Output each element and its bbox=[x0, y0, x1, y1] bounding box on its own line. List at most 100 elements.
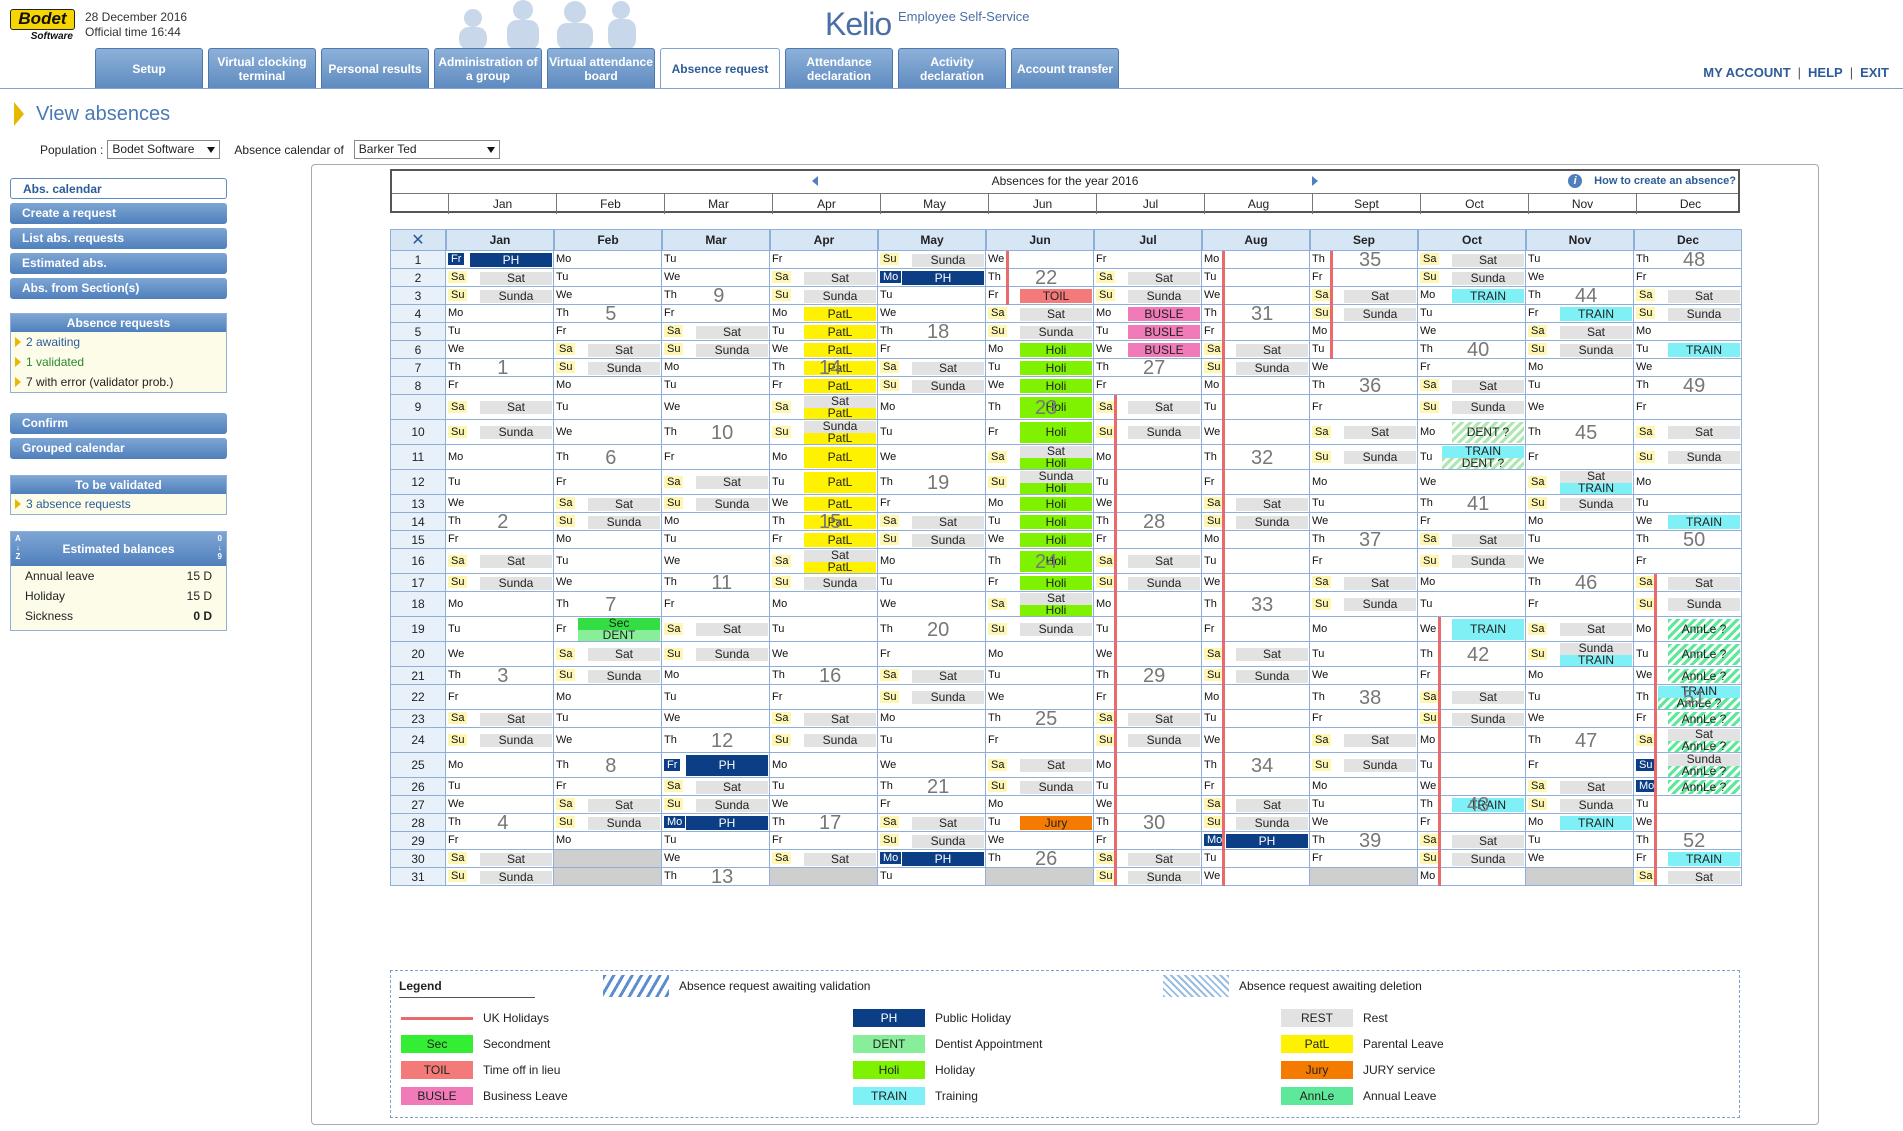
calendar-day-cell[interactable]: Su Sunda bbox=[986, 617, 1094, 642]
calendar-day-cell[interactable]: Mo bbox=[1202, 377, 1310, 395]
calendar-day-cell[interactable]: Mo bbox=[1526, 667, 1634, 685]
calendar-day-cell[interactable]: Sa Sat bbox=[1310, 287, 1418, 305]
absence-block[interactable]: AnnLe ? bbox=[1668, 765, 1740, 777]
calendar-day-cell[interactable]: Fr bbox=[1418, 359, 1526, 377]
calendar-day-cell[interactable]: Sa Sat bbox=[1202, 495, 1310, 513]
calendar-day-cell[interactable]: Su Sunda bbox=[770, 728, 878, 753]
calendar-day-cell[interactable]: Fr bbox=[1634, 269, 1742, 287]
calendar-day-cell[interactable]: Fr bbox=[878, 642, 986, 667]
calendar-day-cell[interactable]: Sa Sat bbox=[1418, 251, 1526, 269]
calendar-day-cell[interactable]: Fr bbox=[1094, 531, 1202, 549]
calendar-day-cell[interactable]: Mo PH bbox=[662, 814, 770, 832]
calendar-day-cell[interactable]: Su Sunda bbox=[1202, 513, 1310, 531]
calendar-day-cell[interactable]: Sa Sat bbox=[986, 753, 1094, 778]
calendar-day-cell[interactable]: Fr Sec DENT bbox=[554, 617, 662, 642]
calendar-day-cell[interactable]: Sa Sat bbox=[554, 642, 662, 667]
calendar-day-cell[interactable]: Mo bbox=[986, 642, 1094, 667]
calendar-day-cell[interactable]: We bbox=[1310, 359, 1418, 377]
calendar-day-cell[interactable]: Su Sunda bbox=[1526, 796, 1634, 814]
how-to-help[interactable]: i How to create an absence? bbox=[1568, 174, 1736, 188]
calendar-day-cell[interactable]: Mo bbox=[446, 305, 554, 323]
calendar-day-cell[interactable]: Tu bbox=[1526, 377, 1634, 395]
tab-virtual-clocking-terminal[interactable]: Virtual clocking terminal bbox=[208, 48, 316, 88]
calendar-day-cell[interactable]: Su Sunda bbox=[446, 728, 554, 753]
calendar-day-cell[interactable]: Su Sunda bbox=[1094, 287, 1202, 305]
calendar-day-cell[interactable]: Su Sunda bbox=[1634, 305, 1742, 323]
calendar-day-cell[interactable]: Sa Sat bbox=[1202, 341, 1310, 359]
absence-block[interactable]: PatL bbox=[804, 447, 876, 468]
tab-administration-of-a-group[interactable]: Administration of a group bbox=[434, 48, 542, 88]
calendar-day-cell[interactable]: Fr bbox=[554, 323, 662, 341]
calendar-day-cell[interactable]: Fr bbox=[1094, 377, 1202, 395]
absence-block[interactable]: TRAIN bbox=[1452, 619, 1524, 640]
calendar-day-cell[interactable]: Mo bbox=[1418, 868, 1526, 886]
sort-09-icon[interactable]: 0 ↓ 9 bbox=[217, 534, 222, 561]
calendar-day-cell[interactable]: Mo bbox=[446, 753, 554, 778]
absence-block[interactable]: Jury bbox=[1020, 816, 1092, 830]
calendar-day-cell[interactable]: Su Sunda bbox=[1526, 495, 1634, 513]
calendar-day-cell[interactable] bbox=[554, 850, 662, 868]
calendar-day-cell[interactable]: Tu bbox=[662, 251, 770, 269]
calendar-day-cell[interactable]: Su Sunda bbox=[878, 832, 986, 850]
calendar-day-cell[interactable]: Mo bbox=[1094, 592, 1202, 617]
calendar-day-cell[interactable]: Tu bbox=[1094, 617, 1202, 642]
calendar-day-cell[interactable]: Su Sunda bbox=[1202, 359, 1310, 377]
calendar-day-cell[interactable]: Sa Sat bbox=[662, 778, 770, 796]
calendar-day-cell[interactable]: Su Sunda bbox=[1094, 728, 1202, 753]
calendar-day-cell[interactable]: Sa Sat bbox=[1202, 642, 1310, 667]
calendar-day-cell[interactable] bbox=[1310, 868, 1418, 886]
absence-block[interactable]: Sec bbox=[578, 617, 660, 630]
absence-block[interactable]: DENT ? bbox=[1452, 422, 1524, 443]
abs-from-sections-button[interactable]: Abs. from Section(s) bbox=[10, 278, 227, 299]
calendar-day-cell[interactable]: Sa Sat AnnLe ? bbox=[1634, 728, 1742, 753]
calendar-day-cell[interactable]: Mo bbox=[1094, 445, 1202, 470]
calendar-day-cell[interactable]: Th 21 bbox=[878, 778, 986, 796]
calendar-day-cell[interactable]: We bbox=[1526, 549, 1634, 574]
calendar-day-cell[interactable]: We AnnLe ? bbox=[1634, 667, 1742, 685]
calendar-day-cell[interactable]: Su Sunda bbox=[446, 868, 554, 886]
absence-block[interactable]: PH bbox=[686, 816, 768, 830]
absence-block[interactable]: Holi bbox=[1020, 497, 1092, 511]
calendar-day-cell[interactable]: We bbox=[554, 287, 662, 305]
absence-block[interactable]: TRAIN bbox=[1668, 343, 1740, 357]
calendar-day-cell[interactable]: Mo Holi bbox=[986, 341, 1094, 359]
absence-block[interactable]: TRAIN bbox=[1668, 515, 1740, 529]
calendar-day-cell[interactable]: Sa Sat bbox=[662, 323, 770, 341]
calendar-day-cell[interactable]: We bbox=[662, 850, 770, 868]
sort-az-icon[interactable]: A ↓ Z bbox=[15, 534, 21, 561]
calendar-day-cell[interactable]: Sa Sat bbox=[1094, 395, 1202, 420]
prev-year-icon[interactable] bbox=[812, 176, 818, 186]
calendar-day-cell[interactable]: Tu bbox=[1202, 395, 1310, 420]
absence-block[interactable]: Holi bbox=[1020, 457, 1092, 469]
calendar-day-cell[interactable]: Su Sunda bbox=[1418, 549, 1526, 574]
absence-block[interactable]: TRAIN bbox=[1560, 816, 1632, 830]
calendar-day-cell[interactable]: Su Sunda bbox=[662, 796, 770, 814]
calendar-day-cell[interactable]: Tu bbox=[1418, 305, 1526, 323]
calendar-day-cell[interactable]: Th 2 bbox=[446, 513, 554, 531]
calendar-day-cell[interactable]: Sa Sat bbox=[662, 617, 770, 642]
calendar-day-cell[interactable]: Th 5 bbox=[554, 305, 662, 323]
calendar-day-cell[interactable]: Th 47 bbox=[1526, 728, 1634, 753]
calendar-day-cell[interactable]: Th 30 bbox=[1094, 814, 1202, 832]
calendar-day-cell[interactable]: Tu bbox=[554, 549, 662, 574]
calendar-day-cell[interactable]: Mo BUSLE bbox=[1094, 305, 1202, 323]
calendar-day-cell[interactable]: Th 44 bbox=[1526, 287, 1634, 305]
calendar-day-cell[interactable]: Sa Sat bbox=[1418, 685, 1526, 710]
calendar-day-cell[interactable]: We bbox=[770, 796, 878, 814]
calendar-day-cell[interactable]: Mo bbox=[554, 685, 662, 710]
calendar-day-cell[interactable]: Th 52 bbox=[1634, 832, 1742, 850]
tab-activity-declaration[interactable]: Activity declaration bbox=[898, 48, 1006, 88]
calendar-day-cell[interactable]: Fr TRAIN bbox=[1526, 305, 1634, 323]
calendar-day-cell[interactable]: We bbox=[554, 728, 662, 753]
calendar-day-cell[interactable]: Th 39 bbox=[1310, 832, 1418, 850]
calendar-day-cell[interactable]: Sa Sat bbox=[446, 850, 554, 868]
absence-block[interactable]: AnnLe ? bbox=[1668, 619, 1740, 640]
calendar-day-cell[interactable]: We bbox=[446, 341, 554, 359]
calendar-day-cell[interactable]: Th Holi 24 bbox=[986, 549, 1094, 574]
absence-block[interactable]: PatL bbox=[804, 307, 876, 321]
absence-block[interactable]: Holi bbox=[1020, 604, 1092, 616]
calendar-day-cell[interactable]: Tu bbox=[1202, 850, 1310, 868]
calendar-day-cell[interactable]: Tu PatL bbox=[770, 323, 878, 341]
calendar-day-cell[interactable]: Th 50 bbox=[1634, 531, 1742, 549]
calendar-day-cell[interactable]: Fr Holi bbox=[986, 420, 1094, 445]
